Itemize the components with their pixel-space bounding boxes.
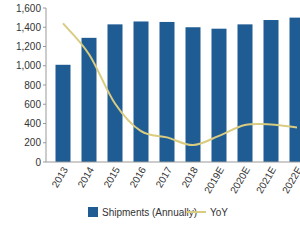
legend-swatch <box>186 211 206 213</box>
x-tick-label: 2021E <box>254 165 278 196</box>
bar <box>290 18 300 162</box>
y-tick-label: 800 <box>24 80 41 91</box>
bar <box>264 20 279 162</box>
y-tick-label: 1,200 <box>16 41 41 52</box>
y-tick-label: 200 <box>24 137 41 148</box>
bar <box>82 38 97 162</box>
x-axis: 2013201420152016201720182019E2020E2021E2… <box>49 164 300 195</box>
yoy-line <box>63 23 297 145</box>
x-tick-label: 2022E <box>280 165 300 196</box>
x-tick-label: 2015 <box>101 164 122 189</box>
x-tick-label: 2017 <box>153 164 174 189</box>
y-tick-label: 600 <box>24 99 41 110</box>
plot-area <box>56 18 300 162</box>
y-tick-label: 0 <box>35 157 41 168</box>
y-tick-label: 1,400 <box>16 22 41 33</box>
bar <box>56 65 71 162</box>
bar <box>212 29 227 162</box>
y-axis: 0 200 400 600 800 1,000 1,200 1,400 1,600 <box>16 3 46 168</box>
x-tick-label: 2013 <box>49 164 70 189</box>
x-tick-label: 2019E <box>202 165 226 196</box>
chart: 02004006008001,0001,2001,4001,6002013201… <box>0 0 300 225</box>
legend-label: Shipments (Annually) <box>102 207 197 218</box>
x-tick-label: 2020E <box>228 165 252 196</box>
x-axis-line <box>46 162 300 163</box>
bar <box>160 22 175 162</box>
legend: Shipments (Annually) YoY <box>88 207 228 218</box>
y-tick-label: 400 <box>24 118 41 129</box>
x-tick-label: 2014 <box>75 164 96 189</box>
y-tick-label: 1,600 <box>16 3 41 14</box>
legend-swatch <box>88 207 98 217</box>
x-tick-label: 2016 <box>127 164 148 189</box>
x-tick-label: 2018 <box>179 164 200 189</box>
bar <box>238 24 253 162</box>
legend-label: YoY <box>210 207 228 218</box>
y-tick-label: 1,000 <box>16 60 41 71</box>
bar <box>134 21 149 162</box>
bar <box>186 27 201 162</box>
y-axis-line <box>46 8 47 162</box>
